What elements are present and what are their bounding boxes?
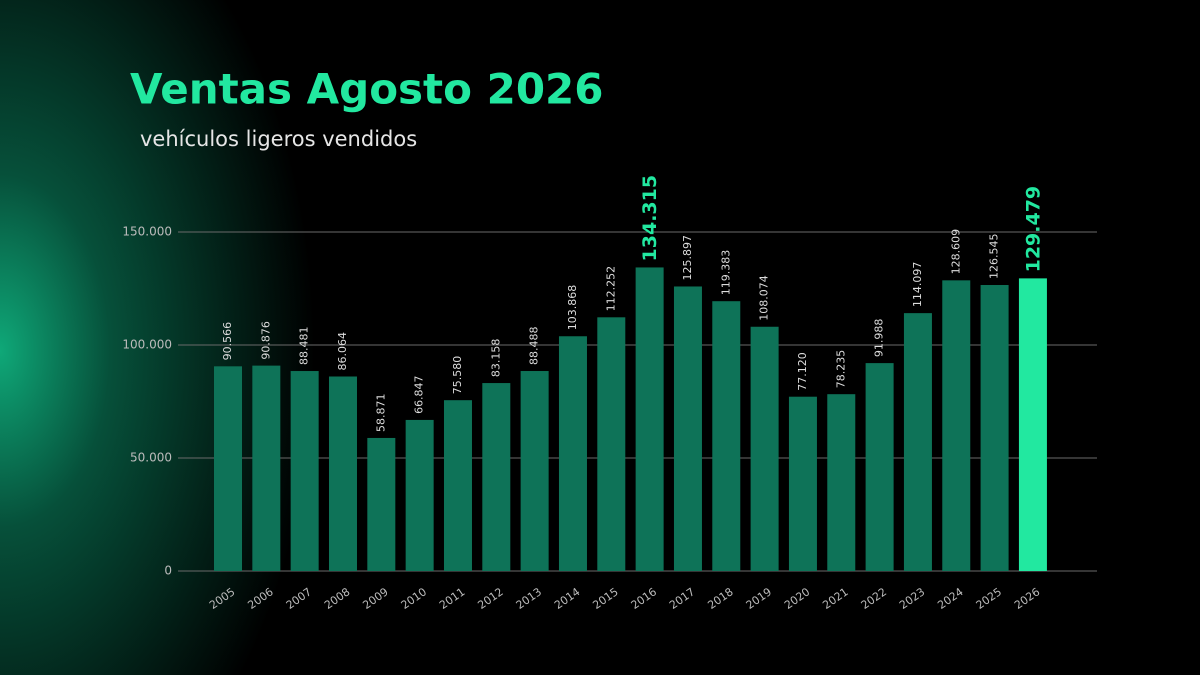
value-label: 77.120 bbox=[796, 352, 809, 391]
bar bbox=[865, 363, 894, 571]
bar bbox=[712, 301, 741, 571]
bar bbox=[520, 371, 549, 571]
value-label: 66.847 bbox=[413, 375, 426, 414]
bar bbox=[214, 366, 242, 571]
value-label: 108.074 bbox=[758, 275, 771, 321]
bar bbox=[328, 376, 357, 571]
bar bbox=[443, 400, 472, 571]
value-label: 86.064 bbox=[336, 332, 349, 371]
chart-title: Ventas Agosto 2026 bbox=[130, 65, 604, 114]
value-label: 88.481 bbox=[298, 327, 311, 366]
y-tick-label: 100.000 bbox=[122, 338, 172, 352]
value-label: 90.876 bbox=[259, 321, 272, 360]
value-label: 129.479 bbox=[1022, 186, 1044, 273]
value-label: 112.252 bbox=[604, 266, 617, 312]
bar bbox=[980, 285, 1009, 571]
value-label: 88.488 bbox=[528, 327, 541, 366]
value-label: 125.897 bbox=[681, 235, 694, 281]
bar bbox=[673, 286, 702, 571]
value-label: 91.988 bbox=[873, 319, 886, 358]
value-label: 90.566 bbox=[221, 322, 234, 361]
bar bbox=[597, 317, 626, 571]
bar bbox=[635, 267, 664, 571]
bar bbox=[750, 326, 779, 571]
y-tick-label: 0 bbox=[164, 564, 172, 578]
bar bbox=[252, 365, 281, 571]
bar bbox=[558, 336, 587, 571]
value-label: 134.315 bbox=[639, 175, 661, 262]
value-label: 103.868 bbox=[566, 285, 579, 331]
y-tick-label: 150.000 bbox=[122, 225, 172, 239]
bar bbox=[942, 280, 971, 571]
value-label: 58.871 bbox=[374, 393, 387, 432]
chart-subtitle: vehículos ligeros vendidos bbox=[140, 127, 417, 151]
value-label: 119.383 bbox=[719, 250, 732, 296]
value-label: 78.235 bbox=[834, 350, 847, 389]
bar bbox=[482, 383, 511, 571]
bar bbox=[405, 419, 434, 571]
value-label: 128.609 bbox=[949, 229, 962, 275]
value-label: 75.580 bbox=[451, 356, 464, 395]
bar bbox=[367, 437, 396, 571]
value-label: 83.158 bbox=[489, 339, 502, 378]
bar bbox=[903, 313, 932, 571]
y-tick-label: 50.000 bbox=[130, 451, 172, 465]
bar bbox=[1018, 278, 1047, 571]
value-label: 114.097 bbox=[911, 262, 924, 308]
bar bbox=[290, 371, 319, 571]
bar bbox=[788, 396, 817, 571]
value-label: 126.545 bbox=[988, 234, 1001, 280]
bar bbox=[827, 394, 856, 571]
